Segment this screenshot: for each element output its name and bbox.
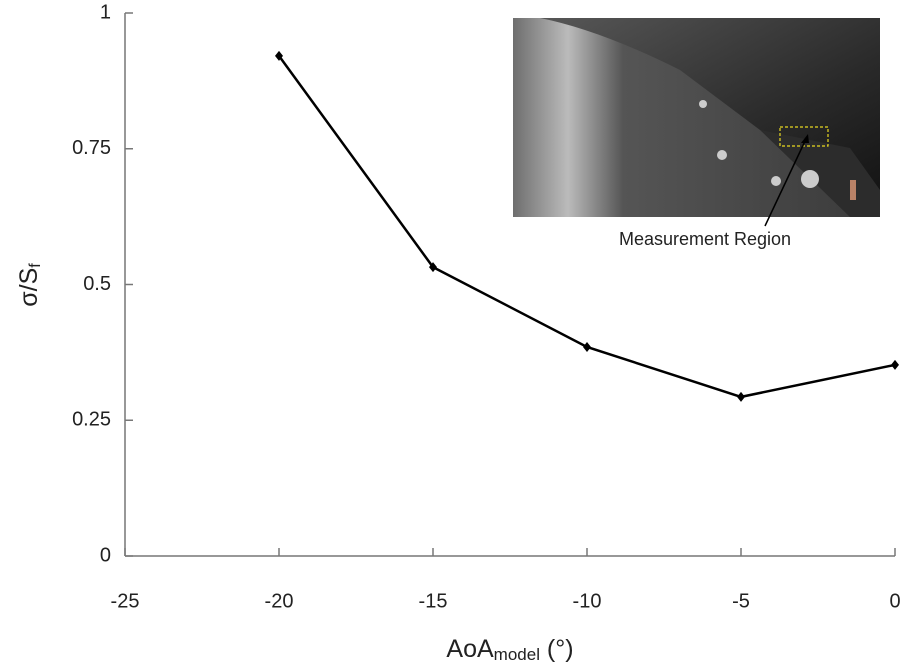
y-label-main: σ/S [15,268,43,307]
data-point [275,50,283,61]
data-point [891,359,899,370]
x-label-unit: (°) [540,635,574,663]
annotation: Measurement Region [619,229,791,249]
x-axis-label: AoAmodel (°) [446,635,573,665]
y-tick-label: 0.75 [72,137,111,159]
x-label-sub: model [494,645,540,664]
x-tick-label: -20 [265,590,294,612]
y-tick-label: 1 [100,1,111,23]
x-label-main: AoA [446,635,494,663]
y-tick-label: 0.5 [83,273,111,295]
data-point [429,262,437,273]
y-tick-label: 0.25 [72,409,111,431]
y-tick-label: 0 [100,544,111,566]
inset-image [513,18,880,227]
x-tick-label: 0 [889,590,900,612]
data-point [583,341,591,352]
x-tick-label: -10 [573,590,602,612]
x-tick-label: -25 [111,590,140,612]
x-tick-label: -5 [732,590,750,612]
data-point [737,391,745,402]
x-tick-label: -15 [419,590,448,612]
y-axis-label: σ/Sf [15,263,45,307]
y-label-sub: f [27,263,44,268]
